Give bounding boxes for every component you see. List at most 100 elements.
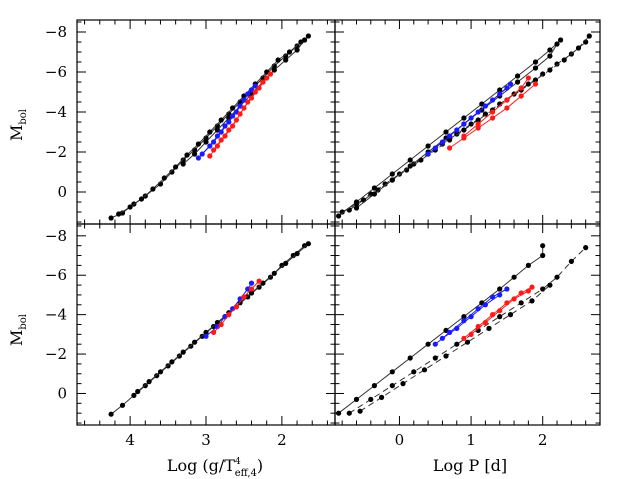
data-point-red — [233, 304, 239, 310]
data-point-red — [468, 331, 474, 337]
data-layer — [108, 241, 311, 417]
data-point-black — [192, 151, 198, 157]
data-point-black — [368, 396, 374, 402]
data-point-black — [294, 251, 300, 257]
data-point-black — [425, 143, 431, 149]
data-point-black — [554, 41, 560, 47]
xlabel-left: Log (g/T4 eff,4) — [167, 456, 263, 479]
data-point-black — [305, 241, 311, 247]
data-point-black — [283, 53, 289, 59]
ylabel-top: Mbol — [7, 109, 29, 141]
data-point-red — [525, 75, 532, 81]
data-point-black — [203, 139, 209, 145]
data-point-black — [157, 369, 164, 375]
data-point-black — [497, 314, 503, 320]
series-line-black — [359, 284, 551, 412]
data-point-black — [116, 211, 122, 217]
data-point-red — [447, 145, 453, 151]
y-tick-label: −2 — [45, 143, 67, 161]
data-point-black — [547, 282, 553, 288]
data-point-black — [507, 312, 514, 318]
data-point-red — [233, 117, 239, 123]
data-point-blue — [245, 286, 251, 292]
data-point-black — [180, 349, 186, 355]
data-point-black — [554, 274, 560, 280]
ylabel-bottom: Mbol — [7, 314, 29, 346]
data-point-black — [497, 286, 503, 292]
data-point-blue — [226, 119, 232, 125]
data-point-black — [271, 67, 277, 73]
data-point-black — [173, 164, 179, 170]
data-point-black — [461, 115, 467, 121]
data-point-red — [461, 133, 467, 139]
data-point-black — [389, 369, 395, 375]
data-point-black — [547, 53, 553, 59]
data-point-red — [207, 153, 213, 159]
series-line-blue — [434, 87, 508, 149]
data-point-black — [353, 205, 360, 211]
data-point-blue — [468, 314, 474, 320]
data-point-black — [353, 199, 360, 205]
data-point-red — [264, 75, 270, 81]
data-point-black — [515, 73, 521, 79]
data-point-black — [161, 175, 167, 181]
data-point-blue — [432, 341, 438, 347]
data-point-blue — [454, 325, 460, 331]
data-point-blue — [432, 145, 438, 151]
data-point-black — [336, 410, 342, 416]
data-point-blue — [203, 333, 209, 339]
data-point-black — [407, 355, 413, 361]
data-point-black — [529, 298, 535, 304]
data-point-red — [241, 105, 247, 111]
data-point-black — [248, 290, 255, 296]
series-line-black — [341, 41, 587, 213]
data-point-blue — [248, 280, 255, 286]
data-point-black — [108, 411, 114, 417]
data-point-blue — [218, 129, 224, 135]
data-point-red — [532, 81, 539, 87]
data-point-black — [150, 186, 156, 192]
data-point-blue — [447, 133, 453, 139]
data-point-red — [525, 288, 532, 294]
data-point-black — [532, 77, 539, 83]
data-point-black — [131, 392, 137, 398]
x-tick-label: 4 — [125, 431, 135, 449]
data-point-red — [211, 329, 217, 335]
data-point-black — [583, 245, 589, 251]
y-tick-label: −2 — [45, 345, 67, 363]
data-layer — [336, 243, 589, 416]
data-point-red — [475, 121, 481, 127]
data-point-black — [475, 117, 481, 123]
data-point-blue — [490, 97, 496, 103]
plot-layer: −8 −6 −4 −2 0 −8 −6 −4 −2 0 4 3 2 0 1 2 — [45, 19, 601, 449]
data-layer — [108, 33, 311, 221]
data-point-black — [547, 67, 553, 73]
xlabel-right: Log P [d] — [433, 456, 507, 475]
data-point-black — [568, 258, 575, 264]
y-tick-label: −6 — [45, 266, 67, 284]
data-point-red — [241, 294, 247, 300]
y-tick-label: 0 — [57, 384, 67, 402]
series-line-black — [110, 35, 309, 219]
data-point-black — [180, 161, 186, 167]
series-line-red — [463, 77, 529, 137]
data-point-black — [353, 396, 360, 402]
data-point-black — [554, 61, 560, 67]
panel-frame — [334, 223, 601, 426]
panel-bottom-right: 0 1 2 — [334, 223, 601, 449]
data-point-blue — [504, 286, 510, 292]
series-line-black — [338, 39, 561, 217]
data-point-black — [302, 37, 308, 43]
data-layer — [336, 33, 592, 219]
x-tick-label: 0 — [395, 431, 405, 449]
data-point-black — [294, 47, 300, 53]
data-point-red — [218, 321, 224, 328]
panel-top-right — [334, 19, 601, 225]
data-point-black — [547, 47, 553, 53]
data-point-black — [443, 129, 449, 135]
data-point-black — [218, 117, 224, 123]
x-tick-label: 3 — [201, 431, 211, 449]
data-point-red — [504, 97, 510, 103]
data-point-black — [511, 274, 517, 280]
